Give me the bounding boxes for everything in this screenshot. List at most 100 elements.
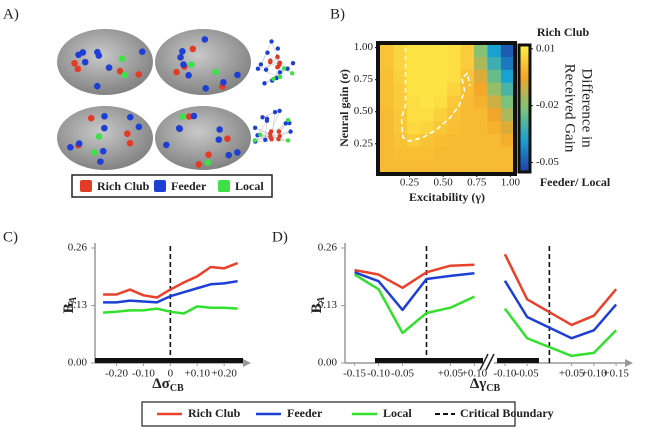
- axis-arrow: [625, 359, 633, 367]
- heatmap-cell: [380, 45, 394, 58]
- y-axis-label-sub: A: [68, 296, 79, 304]
- node: [81, 58, 89, 66]
- x-axis-label: ΔσCB: [152, 376, 184, 394]
- node: [135, 123, 143, 131]
- heatmap-cell: [393, 56, 408, 70]
- node: [283, 121, 288, 126]
- node: [277, 61, 282, 67]
- x-tick-label: 0.25: [400, 177, 420, 189]
- brain: [155, 29, 251, 95]
- heatmap-cell: [487, 56, 502, 70]
- node: [90, 149, 98, 156]
- node: [225, 151, 232, 159]
- heatmap-cell: [487, 95, 502, 109]
- x-tick-label: +0.10: [581, 368, 607, 380]
- heatmap-cell: [406, 56, 421, 70]
- heatmap-cell: [433, 107, 448, 122]
- node: [220, 78, 227, 86]
- heatmap-cell: [406, 82, 421, 96]
- heatmap-cell: [460, 120, 475, 135]
- y-tick-label: 0.75: [354, 73, 374, 85]
- heatmap-cell: [474, 56, 488, 70]
- legend-a: Rich Club Feeder Local: [80, 179, 264, 193]
- node: [258, 62, 264, 67]
- heatmap-cells: [380, 45, 513, 172]
- heatmap-cell: [500, 69, 513, 83]
- x-tick-label: -0.20: [105, 368, 128, 380]
- node: [74, 65, 82, 73]
- heatmap-cell: [500, 107, 513, 122]
- heatmap-cell: [460, 82, 475, 96]
- line: [103, 261, 239, 299]
- panel-label: A): [3, 6, 19, 22]
- x-axis-label-main: Δσ: [152, 376, 170, 392]
- node: [205, 151, 212, 158]
- line: [354, 263, 475, 290]
- heatmap-cell: [433, 133, 448, 147]
- heatmap-cell: [433, 45, 448, 58]
- heatmap-cell: [393, 45, 408, 58]
- edge: [260, 134, 289, 141]
- node: [195, 161, 203, 168]
- heatmap-cell: [460, 69, 475, 83]
- axis-arrow: [243, 359, 251, 367]
- node: [275, 54, 280, 60]
- node: [185, 72, 192, 79]
- node: [275, 46, 281, 51]
- heatmap-cell: [393, 133, 408, 147]
- edge: [270, 110, 280, 132]
- axis-break: [485, 353, 495, 371]
- node: [272, 109, 278, 115]
- x-tick-label: +0.10: [462, 368, 488, 380]
- window-bar: [497, 358, 539, 363]
- colorbar-tick-label: 0.01: [536, 42, 555, 54]
- heatmap-cell: [500, 159, 513, 172]
- node: [94, 48, 101, 56]
- edge: [257, 68, 281, 78]
- line: [102, 305, 238, 315]
- heatmap-cell: [393, 120, 408, 135]
- node: [93, 82, 101, 90]
- window-bar: [95, 358, 243, 363]
- y-tick-label: 0.13: [318, 299, 338, 311]
- heatmap-cell: [420, 95, 435, 109]
- legend-swatch: [154, 180, 166, 192]
- node: [204, 159, 212, 166]
- node: [288, 129, 293, 134]
- y-axis-label: BA: [309, 296, 327, 313]
- node: [234, 71, 241, 79]
- panel-label: D): [272, 229, 288, 245]
- node: [285, 66, 290, 71]
- heatmap-cell: [487, 45, 502, 58]
- y-axis-label-main: B: [309, 303, 325, 313]
- heatmap-cell: [406, 107, 421, 122]
- x-axis-label-main: Δγ: [470, 376, 486, 392]
- node: [101, 112, 108, 120]
- heatmap-cell: [393, 95, 408, 109]
- x-tick-label: +0.05: [438, 368, 464, 380]
- heatmap-cell: [500, 120, 513, 135]
- brain: [57, 106, 153, 170]
- window-bar: [375, 358, 483, 363]
- node: [87, 114, 95, 122]
- heatmap-cell: [393, 107, 408, 122]
- heatmap-cell: [487, 82, 502, 96]
- node: [252, 138, 257, 143]
- node: [262, 81, 267, 86]
- heatmap-cell: [393, 69, 408, 83]
- node: [268, 60, 273, 65]
- y-tick-label: 0.50: [354, 105, 374, 117]
- x-tick-label: -0.10: [493, 368, 516, 380]
- brain: [155, 106, 251, 170]
- edge: [257, 120, 268, 136]
- node: [99, 147, 107, 155]
- heatmap-cell: [460, 107, 475, 122]
- heatmap-cell: [380, 120, 394, 135]
- node: [268, 135, 273, 141]
- legend-label: Feeder: [171, 179, 207, 193]
- brain-panel: [57, 29, 296, 198]
- node: [95, 133, 103, 140]
- heatmap-cell: [447, 69, 462, 83]
- heatmap-cell: [380, 69, 394, 83]
- node: [285, 138, 291, 143]
